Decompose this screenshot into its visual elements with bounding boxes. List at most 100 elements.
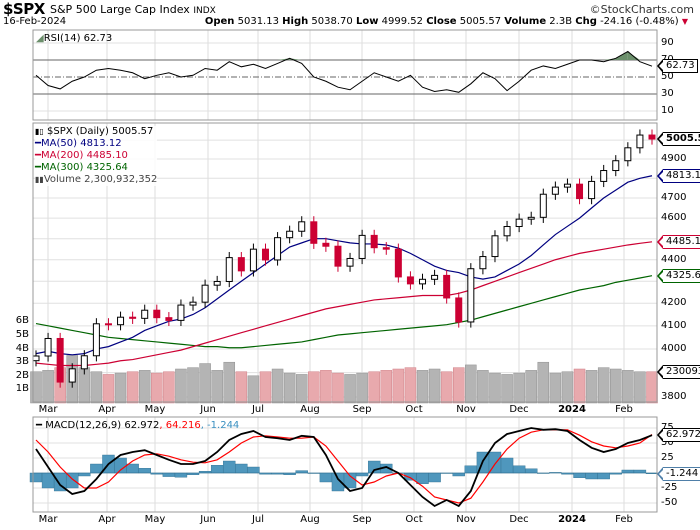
month-label: Oct <box>405 404 423 415</box>
month-label: Jul <box>251 514 265 525</box>
candle-body <box>346 257 354 267</box>
month-label: Jun <box>200 404 216 415</box>
hist-legend-text: , -1.244 <box>200 420 240 431</box>
candle-body <box>44 337 52 357</box>
symbol-title: $SPX <box>3 0 45 18</box>
volume-bar <box>368 371 380 404</box>
price-tick-label: 4400 <box>661 253 687 265</box>
macd-histogram-bar <box>90 463 103 474</box>
ma50-value-tag: 4813.12 <box>656 168 700 183</box>
low-label: Low <box>355 16 379 27</box>
month-label: Sep <box>352 514 372 525</box>
macd-line-icon: ━ <box>36 420 43 431</box>
candle-body <box>648 134 656 140</box>
symbol-description: S&P 500 Large Cap Index INDX <box>50 3 216 16</box>
candle-body <box>249 248 257 272</box>
volume-label: Volume <box>504 16 547 27</box>
volume-tick-label: 6B <box>15 315 29 327</box>
volume-value-tag: 2300932 <box>657 364 700 379</box>
volume-bar <box>573 368 586 404</box>
macd-histogram-bar <box>174 472 188 478</box>
macd-tick-label: 50 <box>661 437 674 448</box>
macd-tick-label: 25 <box>661 452 674 463</box>
volume-bar <box>211 370 223 404</box>
volume-bar <box>356 372 368 404</box>
candle-body <box>153 309 161 319</box>
signal-legend-text: , 64.216 <box>159 420 201 431</box>
macd-histogram-bar <box>633 469 647 474</box>
candle-body <box>588 180 596 200</box>
month-label: Sep <box>352 404 372 415</box>
low-value: 4999.52 <box>381 16 423 27</box>
close-price-tag: 5005.57 <box>657 132 700 147</box>
price-tick-label: 4600 <box>661 212 687 224</box>
macd-legend: ━ MACD(12,26,9) 62.972, 64.216, -1.244 <box>36 420 239 432</box>
volume-bar <box>332 372 344 404</box>
volume-bar <box>428 368 441 404</box>
candle-body <box>503 226 511 237</box>
candle-body <box>479 256 487 270</box>
candle-body <box>563 183 571 188</box>
month-label: Mar <box>38 514 58 525</box>
month-label: Dec <box>509 404 529 415</box>
high-value: 5038.70 <box>311 16 353 27</box>
volume-bar <box>465 364 477 404</box>
macd-hist-value-tag: -1.244 <box>656 466 700 481</box>
candle-body <box>213 280 221 286</box>
volume-tick-label: 4B <box>15 342 29 354</box>
month-label: Mar <box>38 404 58 415</box>
candle-body <box>467 268 475 323</box>
candle-body <box>80 355 88 370</box>
candle-body <box>636 134 644 149</box>
high-label: High <box>282 16 309 27</box>
volume-bar <box>489 372 501 404</box>
volume-bar <box>175 368 187 404</box>
candle-body <box>527 216 535 220</box>
volume-bar <box>392 368 405 404</box>
volume-bar <box>344 374 356 404</box>
volume-bar <box>295 374 308 404</box>
macd-histogram-bar <box>78 472 91 477</box>
ma200-line <box>35 241 653 367</box>
macd-histogram-bar <box>512 465 526 474</box>
candle-body <box>382 247 390 250</box>
macd-histogram-bar <box>162 472 176 477</box>
macd-tick-label: -25 <box>661 482 678 493</box>
volume-bar <box>477 370 489 404</box>
candle-body <box>104 323 112 326</box>
month-label: 2024 <box>558 404 586 415</box>
macd-histogram-bar <box>585 472 598 480</box>
macd-histogram-bar <box>525 468 538 474</box>
macd-tick-label: 75 <box>661 422 674 433</box>
rsi-tick-label: 30 <box>661 88 674 99</box>
macd-histogram-bar <box>235 463 248 474</box>
month-label: Nov <box>456 514 476 525</box>
candle-body <box>455 297 463 323</box>
candle-body <box>201 284 209 303</box>
volume-bar <box>404 367 417 404</box>
candle-body <box>358 234 366 259</box>
rsi-value-tag: 62.73 <box>657 59 698 74</box>
macd-histogram-bar <box>295 470 308 474</box>
open-label: Open <box>204 16 235 27</box>
macd-histogram-bar <box>597 472 610 480</box>
ma300-legend-text: MA(300) 4325.64 <box>41 162 128 173</box>
exchange: INDX <box>193 6 216 16</box>
chg-label: Chg <box>575 16 597 27</box>
macd-histogram-bar <box>464 465 478 474</box>
volume-bars-icon: ▮▮ <box>35 175 44 184</box>
rsi-legend-text: RSI(14) 62.73 <box>43 33 113 44</box>
candle-body <box>612 160 620 172</box>
month-label: Jul <box>251 404 265 415</box>
volume-bar <box>126 371 139 404</box>
candle-body <box>237 257 245 272</box>
candle-body <box>576 183 584 200</box>
month-label: Nov <box>456 404 476 415</box>
volume-bar <box>30 371 42 404</box>
macd-value-tag: 62.972 <box>657 428 700 443</box>
macd-histogram-bar <box>223 460 236 474</box>
macd-histogram-bar <box>247 466 260 474</box>
candle-body <box>286 230 294 239</box>
candle-body <box>177 304 185 321</box>
